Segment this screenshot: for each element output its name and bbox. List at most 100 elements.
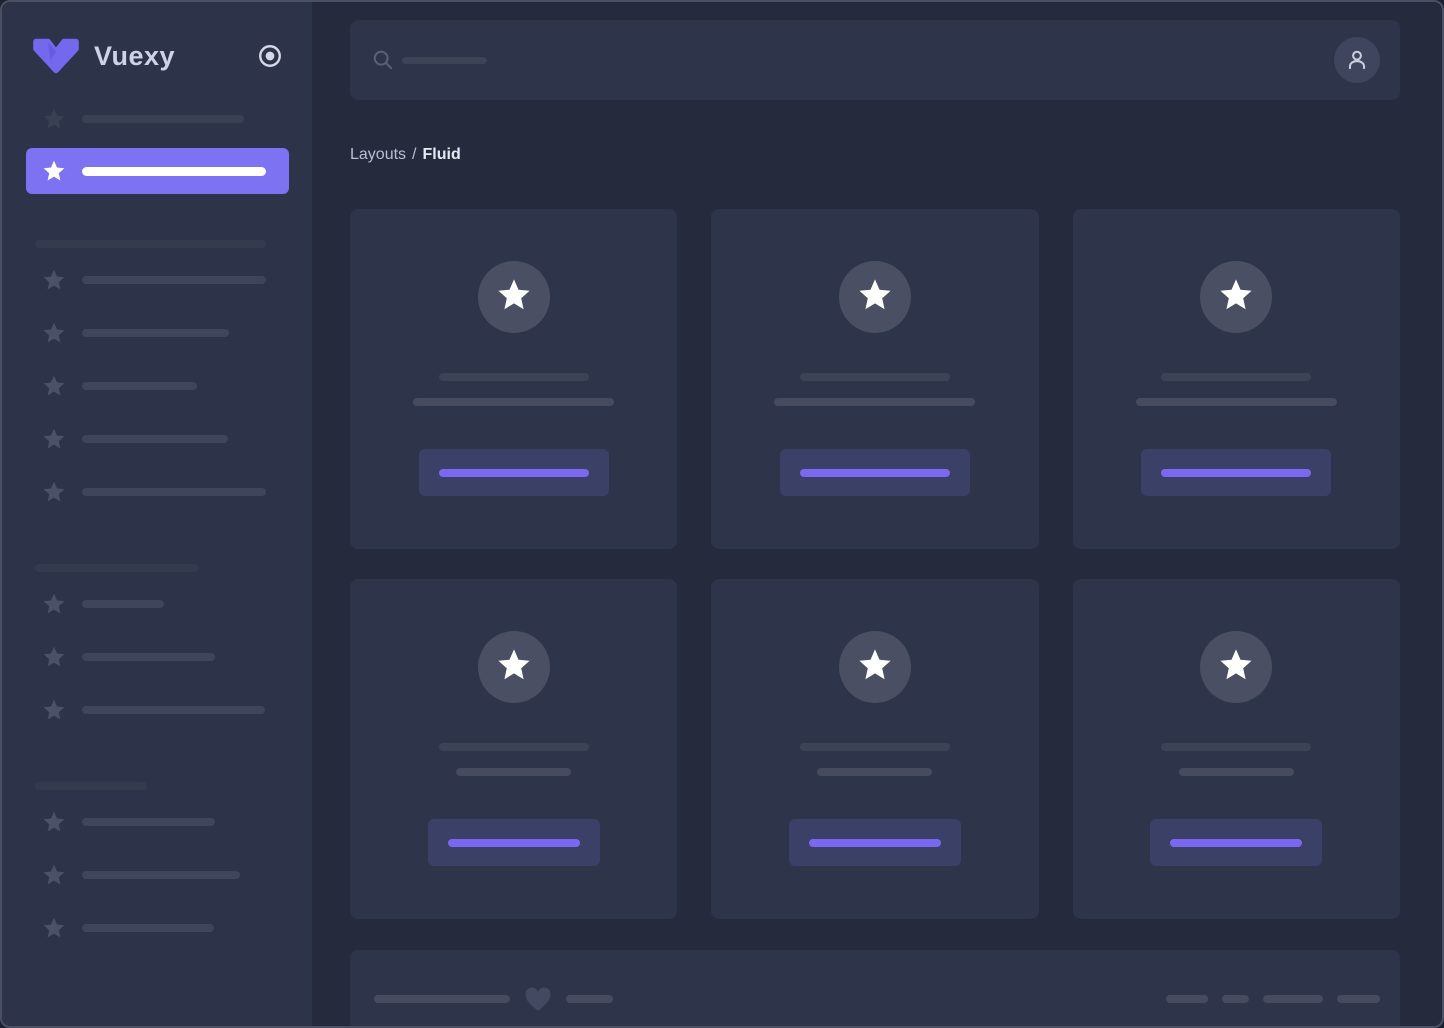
sidebar-header: Vuexy (2, 2, 312, 76)
star-icon (857, 647, 893, 688)
sidebar-section-header-placeholder (35, 240, 266, 248)
card-title-placeholder (799, 743, 950, 751)
button-label-placeholder (438, 468, 589, 477)
heart-icon (523, 985, 553, 1013)
sidebar-section-header-placeholder (35, 564, 198, 572)
button-label-placeholder (808, 838, 941, 847)
card-subtitle-placeholder (774, 398, 976, 406)
user-avatar-button[interactable] (1334, 37, 1380, 83)
sidebar-menu-item-active[interactable] (26, 148, 289, 194)
menu-label-placeholder (82, 923, 214, 932)
menu-label-placeholder (82, 652, 215, 661)
footer-links (1166, 995, 1380, 1003)
card-avatar (838, 261, 911, 333)
card-action-button[interactable] (779, 449, 970, 496)
star-icon (42, 159, 66, 183)
menu-label-placeholder (82, 599, 164, 608)
breadcrumb-parent[interactable]: Layouts (350, 146, 407, 163)
menu-collapse-toggle[interactable] (257, 43, 283, 69)
brand-title: Vuexy (94, 40, 176, 71)
card-subtitle-placeholder (413, 398, 615, 406)
footer-content (374, 985, 1380, 1013)
star-icon (1218, 647, 1254, 688)
menu-label-placeholder (82, 817, 215, 826)
menu-label-placeholder (82, 166, 266, 176)
card-action-button[interactable] (1150, 819, 1323, 866)
star-icon (1218, 277, 1254, 318)
card-title-placeholder (1161, 373, 1312, 381)
search-icon (373, 50, 393, 70)
card-title-placeholder (799, 373, 950, 381)
star-icon (42, 374, 66, 398)
card-action-button[interactable] (788, 819, 961, 866)
sidebar-menu-item[interactable] (2, 848, 312, 901)
card-subtitle-placeholder (456, 768, 572, 776)
placeholder-card (711, 579, 1039, 919)
menu-label-placeholder (82, 275, 266, 284)
footer-credit-placeholder (566, 995, 613, 1003)
card-subtitle-placeholder (1178, 768, 1294, 776)
card-grid (350, 209, 1400, 919)
sidebar-menu-item[interactable] (2, 630, 312, 683)
footer-copyright-placeholder (374, 995, 510, 1003)
card-avatar (838, 631, 911, 703)
card-avatar (477, 261, 550, 333)
card-title-placeholder (1161, 743, 1312, 751)
menu-label-placeholder (82, 328, 229, 337)
sidebar-menu-item[interactable] (2, 253, 312, 306)
card-subtitle-placeholder (817, 768, 933, 776)
vuexy-logo-icon (33, 38, 79, 74)
menu-label-placeholder (82, 434, 228, 443)
sidebar-menu-item[interactable] (2, 92, 312, 145)
card-avatar (1200, 261, 1273, 333)
placeholder-card (350, 579, 678, 919)
card-subtitle-placeholder (1135, 398, 1337, 406)
card-action-button[interactable] (418, 449, 609, 496)
card-action-button[interactable] (427, 819, 600, 866)
person-icon (1348, 50, 1366, 70)
star-icon (42, 321, 66, 345)
card-avatar (1200, 631, 1273, 703)
sidebar-menu-item[interactable] (2, 359, 312, 412)
menu-label-placeholder (82, 381, 197, 390)
breadcrumb-separator: / (412, 146, 417, 163)
sidebar-menu-item[interactable] (2, 901, 312, 954)
sidebar-menu-item[interactable] (2, 306, 312, 359)
sidebar: Vuexy (2, 2, 312, 1026)
star-icon (42, 268, 66, 292)
sidebar-menu-item[interactable] (2, 577, 312, 630)
sidebar-menu-item[interactable] (2, 795, 312, 848)
placeholder-card (711, 209, 1039, 549)
star-icon (42, 810, 66, 834)
sidebar-menu-item[interactable] (2, 412, 312, 465)
breadcrumb: Layouts / Fluid (350, 145, 1442, 165)
footer-link-placeholder[interactable] (1263, 995, 1323, 1003)
button-label-placeholder (1170, 838, 1303, 847)
radio-dot-icon (259, 45, 281, 67)
footer-link-placeholder[interactable] (1337, 995, 1380, 1003)
star-icon (42, 916, 66, 940)
sidebar-section-header-placeholder (35, 782, 147, 790)
star-icon (42, 480, 66, 504)
star-icon (42, 863, 66, 887)
card-title-placeholder (438, 373, 589, 381)
footer-link-placeholder[interactable] (1166, 995, 1208, 1003)
button-label-placeholder (447, 838, 580, 847)
search-placeholder (402, 56, 487, 64)
placeholder-card (350, 209, 678, 549)
sidebar-menu (2, 92, 312, 954)
sidebar-menu-item[interactable] (2, 683, 312, 736)
menu-label-placeholder (82, 114, 244, 123)
star-icon (496, 647, 532, 688)
star-icon (42, 592, 66, 616)
placeholder-card (1072, 579, 1400, 919)
placeholder-card (1072, 209, 1400, 549)
star-icon (42, 427, 66, 451)
star-icon (496, 277, 532, 318)
card-action-button[interactable] (1141, 449, 1332, 496)
button-label-placeholder (799, 468, 950, 477)
search-bar[interactable] (350, 20, 1400, 100)
footer-link-placeholder[interactable] (1222, 995, 1249, 1003)
sidebar-menu-item[interactable] (2, 465, 312, 518)
